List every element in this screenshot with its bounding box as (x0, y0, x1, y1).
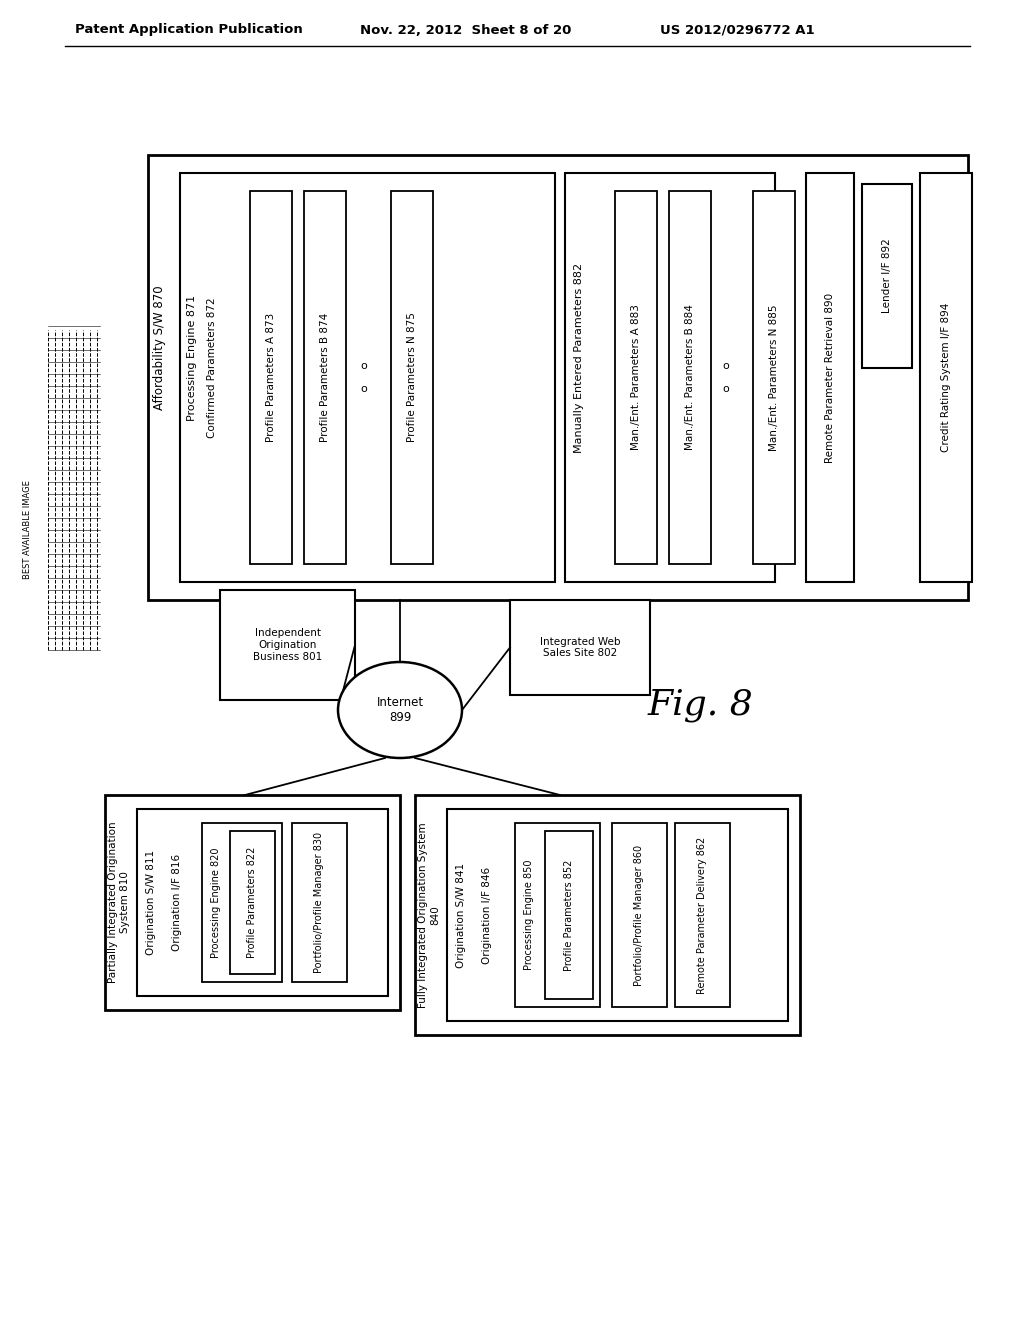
Text: Nov. 22, 2012  Sheet 8 of 20: Nov. 22, 2012 Sheet 8 of 20 (360, 24, 571, 37)
Text: Internet
899: Internet 899 (377, 696, 424, 723)
FancyBboxPatch shape (230, 832, 275, 974)
Text: Credit Rating System I/F 894: Credit Rating System I/F 894 (941, 302, 951, 453)
FancyBboxPatch shape (447, 809, 788, 1020)
Text: Processing Engine 820: Processing Engine 820 (211, 847, 221, 958)
Text: Profile Parameters N 875: Profile Parameters N 875 (407, 313, 417, 442)
FancyBboxPatch shape (545, 832, 593, 999)
FancyBboxPatch shape (304, 191, 346, 564)
Text: Profile Parameters 822: Profile Parameters 822 (247, 847, 257, 958)
Text: BEST AVAILABLE IMAGE: BEST AVAILABLE IMAGE (24, 480, 33, 579)
FancyBboxPatch shape (862, 183, 912, 368)
FancyBboxPatch shape (565, 173, 775, 582)
Text: Processing Engine 871: Processing Engine 871 (187, 294, 197, 421)
FancyBboxPatch shape (391, 191, 433, 564)
FancyBboxPatch shape (250, 191, 292, 564)
FancyBboxPatch shape (105, 795, 400, 1010)
Text: Portfolio/Profile Manager 860: Portfolio/Profile Manager 860 (634, 845, 644, 986)
Text: Origination I/F 816: Origination I/F 816 (172, 854, 182, 952)
FancyBboxPatch shape (292, 822, 347, 982)
Text: Profile Parameters A 873: Profile Parameters A 873 (266, 313, 276, 442)
Text: Origination S/W 811: Origination S/W 811 (146, 850, 156, 956)
FancyBboxPatch shape (806, 173, 854, 582)
FancyBboxPatch shape (615, 191, 657, 564)
FancyBboxPatch shape (510, 601, 650, 696)
FancyBboxPatch shape (612, 822, 667, 1007)
Text: Profile Parameters 852: Profile Parameters 852 (564, 859, 574, 970)
FancyBboxPatch shape (515, 822, 600, 1007)
Text: o
 
o: o o (723, 360, 729, 395)
FancyBboxPatch shape (753, 191, 795, 564)
Text: Fig. 8: Fig. 8 (647, 688, 753, 722)
Text: Man./Ent. Parameters N 885: Man./Ent. Parameters N 885 (769, 304, 779, 450)
FancyBboxPatch shape (920, 173, 972, 582)
Text: Man./Ent. Parameters A 883: Man./Ent. Parameters A 883 (631, 305, 641, 450)
FancyBboxPatch shape (220, 590, 355, 700)
Text: Remote Parameter Delivery 862: Remote Parameter Delivery 862 (697, 837, 707, 994)
Text: o
 
o: o o (360, 360, 368, 395)
Text: Fully Integrated Origination System
840: Fully Integrated Origination System 840 (418, 822, 439, 1007)
FancyBboxPatch shape (180, 173, 555, 582)
Text: Origination S/W 841: Origination S/W 841 (456, 862, 466, 968)
Text: Man./Ent. Parameters B 884: Man./Ent. Parameters B 884 (685, 305, 695, 450)
Text: Profile Parameters B 874: Profile Parameters B 874 (319, 313, 330, 442)
FancyBboxPatch shape (415, 795, 800, 1035)
FancyBboxPatch shape (669, 191, 711, 564)
Text: Partially Integrated Origination
System 810: Partially Integrated Origination System … (109, 821, 130, 983)
Text: Patent Application Publication: Patent Application Publication (75, 24, 303, 37)
Text: Portfolio/Profile Manager 830: Portfolio/Profile Manager 830 (314, 832, 324, 973)
Text: Affordability S/W 870: Affordability S/W 870 (154, 285, 167, 409)
FancyBboxPatch shape (148, 154, 968, 601)
Text: US 2012/0296772 A1: US 2012/0296772 A1 (660, 24, 815, 37)
Text: Manually Entered Parameters 882: Manually Entered Parameters 882 (574, 263, 584, 453)
FancyBboxPatch shape (137, 809, 388, 997)
Text: Processing Engine 850: Processing Engine 850 (524, 859, 534, 970)
Text: Integrated Web
Sales Site 802: Integrated Web Sales Site 802 (540, 636, 621, 659)
Ellipse shape (338, 663, 462, 758)
Text: Remote Parameter Retrieval 890: Remote Parameter Retrieval 890 (825, 293, 835, 462)
Text: Origination I/F 846: Origination I/F 846 (482, 866, 492, 964)
Text: Confirmed Parameters 872: Confirmed Parameters 872 (207, 297, 217, 438)
Text: Lender I/F 892: Lender I/F 892 (882, 239, 892, 313)
Text: Independent
Origination
Business 801: Independent Origination Business 801 (253, 628, 323, 661)
FancyBboxPatch shape (675, 822, 730, 1007)
FancyBboxPatch shape (202, 822, 282, 982)
